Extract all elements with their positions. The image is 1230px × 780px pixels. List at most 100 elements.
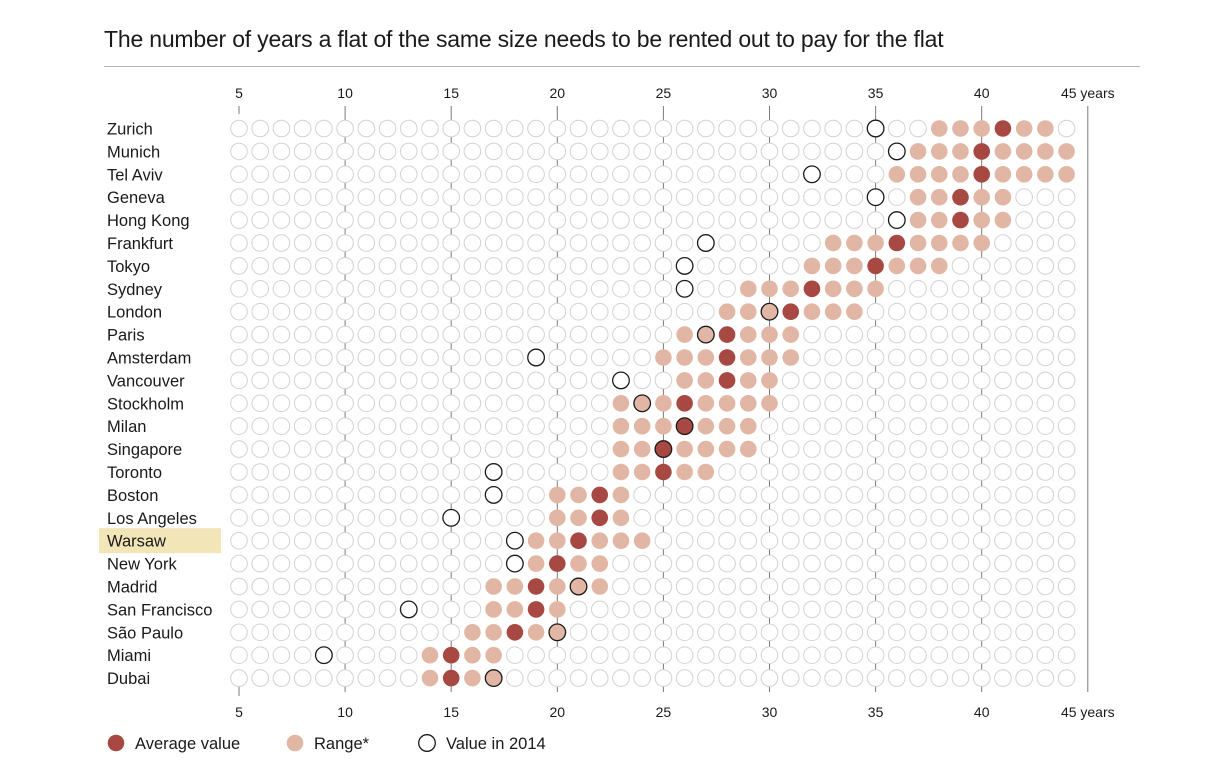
empty-dot bbox=[569, 440, 588, 458]
empty-dot bbox=[781, 623, 800, 642]
empty-dot bbox=[357, 119, 376, 138]
empty-dot bbox=[1015, 234, 1033, 252]
empty-dot bbox=[230, 417, 248, 436]
empty-dot bbox=[718, 165, 736, 184]
empty-dot bbox=[845, 531, 864, 550]
empty-dot bbox=[739, 234, 758, 252]
empty-dot bbox=[824, 577, 842, 596]
empty-dot bbox=[697, 188, 715, 206]
empty-dot bbox=[484, 554, 503, 573]
empty-dot bbox=[484, 119, 503, 138]
empty-dot bbox=[781, 371, 800, 390]
empty-dot bbox=[230, 623, 248, 642]
empty-dot bbox=[315, 486, 333, 504]
empty-dot bbox=[527, 486, 545, 504]
empty-dot bbox=[866, 394, 885, 413]
city-label: Amsterdam bbox=[107, 350, 191, 368]
empty-dot bbox=[442, 280, 461, 298]
empty-dot bbox=[357, 623, 376, 642]
empty-dot bbox=[230, 211, 248, 229]
empty-dot bbox=[781, 211, 800, 229]
empty-dot bbox=[484, 280, 503, 298]
empty-dot bbox=[803, 554, 821, 573]
empty-dot bbox=[506, 371, 524, 390]
empty-dot bbox=[803, 463, 821, 481]
empty-dot bbox=[336, 142, 354, 161]
empty-dot bbox=[675, 142, 694, 161]
empty-dot bbox=[251, 600, 270, 619]
empty-dot bbox=[399, 417, 418, 436]
empty-dot bbox=[399, 486, 418, 504]
empty-dot bbox=[357, 646, 376, 665]
empty-dot bbox=[293, 211, 312, 229]
range-dot bbox=[570, 555, 587, 572]
empty-dot bbox=[463, 234, 482, 252]
empty-dot bbox=[272, 325, 291, 344]
empty-dot bbox=[1036, 440, 1055, 458]
range-dot bbox=[464, 669, 481, 687]
range-dot bbox=[591, 578, 609, 595]
empty-dot bbox=[251, 142, 270, 161]
empty-dot bbox=[845, 417, 864, 436]
range-dot bbox=[718, 417, 736, 435]
empty-dot bbox=[1015, 669, 1033, 687]
range-dot bbox=[739, 395, 757, 412]
empty-dot bbox=[484, 142, 503, 161]
empty-dot bbox=[697, 623, 715, 642]
empty-dot bbox=[378, 188, 397, 206]
empty-dot bbox=[654, 577, 673, 596]
empty-dot bbox=[1057, 531, 1076, 550]
empty-dot bbox=[888, 188, 906, 206]
empty-dot bbox=[803, 646, 821, 665]
empty-dot bbox=[357, 348, 376, 367]
empty-dot bbox=[888, 531, 906, 550]
empty-dot bbox=[399, 463, 418, 481]
empty-dot bbox=[315, 280, 333, 298]
empty-dot bbox=[421, 348, 439, 367]
empty-dot bbox=[230, 554, 248, 573]
empty-dot bbox=[718, 669, 736, 687]
empty-dot bbox=[909, 600, 927, 619]
empty-dot bbox=[718, 142, 736, 161]
empty-dot bbox=[590, 234, 609, 252]
range-dot bbox=[782, 280, 800, 298]
empty-dot bbox=[612, 325, 630, 344]
empty-dot bbox=[845, 165, 864, 184]
empty-dot bbox=[718, 463, 736, 481]
empty-dot bbox=[972, 302, 991, 321]
empty-dot bbox=[760, 119, 779, 138]
x-tick-label: 15 bbox=[443, 85, 459, 101]
empty-dot bbox=[612, 554, 630, 573]
empty-dot bbox=[569, 142, 588, 161]
empty-dot bbox=[930, 440, 949, 458]
empty-dot bbox=[930, 669, 949, 687]
empty-dot bbox=[230, 577, 248, 596]
value-2014-dot bbox=[887, 211, 906, 230]
empty-dot bbox=[357, 531, 376, 550]
empty-dot bbox=[994, 646, 1012, 665]
empty-dot bbox=[760, 554, 779, 573]
value-2014-dot bbox=[399, 600, 418, 619]
empty-dot bbox=[527, 188, 545, 206]
empty-dot bbox=[866, 463, 885, 481]
range-dot bbox=[633, 463, 651, 481]
range-dot bbox=[676, 440, 693, 458]
empty-dot bbox=[463, 119, 482, 138]
city-label: Warsaw bbox=[107, 533, 166, 551]
empty-dot bbox=[421, 325, 439, 344]
empty-dot bbox=[930, 646, 949, 665]
empty-dot bbox=[463, 440, 482, 458]
empty-dot bbox=[251, 669, 270, 687]
empty-dot bbox=[463, 348, 482, 367]
empty-dot bbox=[633, 600, 651, 619]
empty-dot bbox=[506, 394, 524, 413]
range-dot bbox=[697, 440, 715, 458]
empty-dot bbox=[781, 119, 800, 138]
empty-dot bbox=[824, 165, 842, 184]
empty-dot bbox=[378, 257, 397, 275]
empty-dot bbox=[718, 509, 736, 527]
empty-dot bbox=[803, 577, 821, 596]
empty-dot bbox=[845, 623, 864, 642]
empty-dot bbox=[909, 280, 927, 298]
empty-dot bbox=[972, 325, 991, 344]
